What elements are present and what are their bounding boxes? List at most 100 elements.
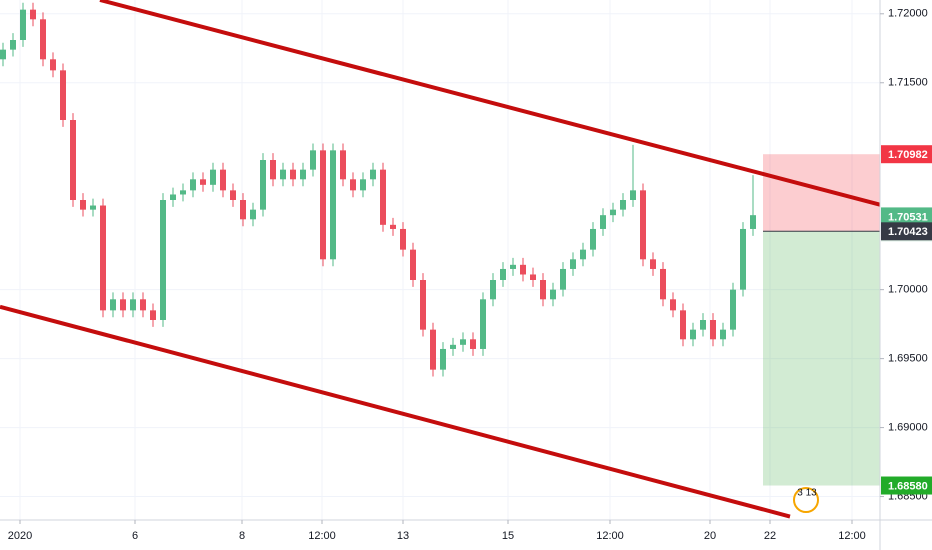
y-tick-label: 1.72000: [888, 8, 928, 20]
x-tick-label: 12:00: [596, 530, 624, 542]
price-label-bg: [881, 476, 932, 495]
position: [763, 154, 880, 486]
y-tick-label: 1.69000: [888, 421, 928, 433]
candle-body: [690, 329, 696, 340]
x-tick-label: 12:00: [308, 530, 336, 542]
price-label: 1.70982: [888, 149, 928, 161]
candle-body: [440, 348, 446, 370]
candle-body: [510, 264, 516, 269]
candle-body: [710, 320, 716, 340]
candle-body: [720, 329, 726, 340]
candle-body: [30, 9, 36, 20]
candle-body: [380, 169, 386, 225]
candle-body: [210, 169, 216, 185]
candle-body: [320, 150, 326, 260]
candle-body: [160, 200, 166, 320]
candle-body: [670, 299, 676, 311]
candle-body: [270, 160, 276, 180]
x-tick-label: 2020: [8, 530, 32, 542]
candle-body: [450, 344, 456, 349]
candle-body: [500, 268, 506, 280]
price-label-bg: [881, 207, 932, 226]
candle-body: [610, 209, 616, 216]
candle-body: [180, 190, 186, 195]
candle-body: [620, 200, 626, 210]
candle-body: [260, 160, 266, 210]
candle-body: [120, 299, 126, 311]
x-tick-label: 15: [502, 530, 514, 542]
badge-text: 3 13: [797, 488, 817, 499]
candle-body: [580, 249, 586, 260]
candle-body: [410, 249, 416, 280]
price-label-bg: [881, 145, 932, 164]
candle-body: [20, 9, 26, 40]
candle-body: [350, 179, 356, 191]
candle-body: [390, 224, 396, 229]
candle-body: [600, 215, 606, 229]
candle-body: [360, 179, 366, 191]
candle-body: [430, 329, 436, 370]
x-tick-label: 6: [132, 530, 138, 542]
candle-body: [650, 259, 656, 269]
candle-body: [40, 19, 46, 60]
candle-body: [310, 150, 316, 170]
candles: [0, 2, 756, 377]
candle-body: [420, 280, 426, 330]
x-tick-label: 8: [239, 530, 245, 542]
candle-body: [100, 205, 106, 311]
candle-body: [90, 205, 96, 210]
channel-line: [0, 304, 791, 519]
candle-body: [370, 169, 376, 180]
candle-body: [560, 268, 566, 290]
trendlines: [0, 0, 881, 519]
candle-body: [700, 320, 706, 330]
candle-body: [80, 200, 86, 210]
candle-body: [750, 215, 756, 229]
candle-body: [680, 310, 686, 340]
candle-body: [540, 280, 546, 300]
candle-body: [550, 289, 556, 300]
candle-body: [70, 120, 76, 200]
target-zone: [763, 231, 880, 486]
candle-body: [240, 200, 246, 220]
candle-body: [400, 228, 406, 250]
candle-body: [640, 190, 646, 260]
y-tick-label: 1.71500: [888, 77, 928, 89]
candle-body: [660, 268, 666, 300]
x-tick-label: 22: [764, 530, 776, 542]
candle-body: [190, 179, 196, 191]
y-tick-label: 1.69500: [888, 353, 928, 365]
price-label: 1.68580: [888, 480, 928, 492]
badge-icon: [793, 487, 819, 513]
price-label: 1.70423: [888, 226, 928, 238]
candle-body: [740, 228, 746, 290]
candle-body: [170, 194, 176, 200]
x-tick-label: 20: [704, 530, 716, 542]
candle-body: [60, 70, 66, 120]
candle-body: [280, 169, 286, 180]
candle-body: [10, 40, 16, 50]
candle-body: [470, 339, 476, 349]
candle-body: [590, 228, 596, 250]
candle-body: [250, 209, 256, 220]
stop-zone: [763, 154, 880, 232]
candle-body: [530, 274, 536, 280]
candle-body: [110, 299, 116, 311]
price-label: 1.70531: [888, 211, 928, 223]
candle-body: [460, 339, 466, 345]
candle-body: [480, 299, 486, 349]
candle-body: [520, 264, 526, 275]
x-tick-label: 13: [397, 530, 409, 542]
candle-body: [130, 299, 136, 311]
price-label-bg: [881, 222, 932, 241]
grid: [0, 0, 880, 520]
candle-body: [730, 289, 736, 330]
candle-body: [220, 169, 226, 191]
candle-body: [300, 169, 306, 180]
y-tick-label: 1.70000: [888, 284, 928, 296]
candle-body: [230, 190, 236, 200]
candle-body: [570, 259, 576, 269]
candle-body: [200, 179, 206, 185]
